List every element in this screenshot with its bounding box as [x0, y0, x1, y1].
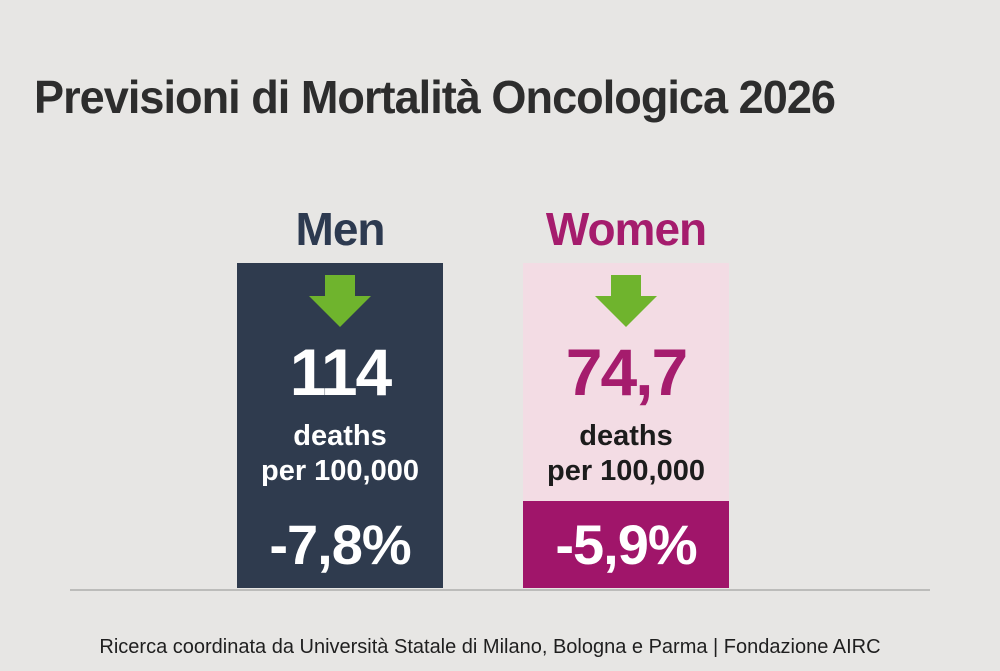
decrease-arrow-icon — [309, 275, 371, 327]
men-deaths-value: 114 — [289, 335, 392, 409]
women-change-percentage: -5,9% — [523, 501, 729, 588]
men-unit-label-line2: per 100,000 — [260, 455, 419, 487]
women-unit-label-line2: per 100,000 — [546, 455, 705, 487]
women-stat-card: 74,7 deaths per 100,000 -5,9% — [523, 263, 729, 588]
men-category-label: Men — [295, 203, 386, 255]
divider-line — [70, 589, 930, 591]
decrease-arrow-icon — [595, 275, 657, 327]
women-unit-label-line1: deaths — [579, 420, 673, 452]
men-change-percentage: -7,8% — [269, 512, 411, 576]
footer-credit: Ricerca coordinata da Università Statale… — [99, 636, 881, 658]
women-category-label: Women — [545, 203, 707, 255]
women-deaths-value: 74,7 — [565, 335, 688, 409]
page-title: Previsioni di Mortalità Oncologica 2026 — [34, 71, 836, 123]
men-unit-label-line1: deaths — [293, 420, 387, 452]
men-stat-card: 114 deaths per 100,000 -7,8% — [237, 263, 443, 588]
